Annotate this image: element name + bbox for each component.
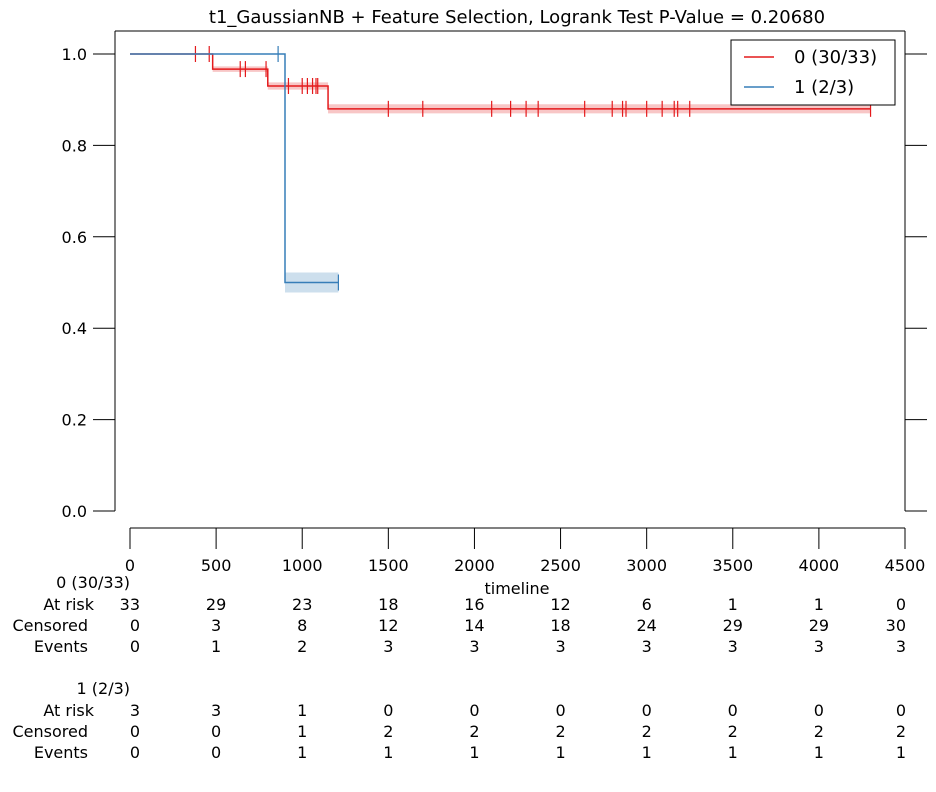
row-label: Censored	[12, 722, 88, 741]
table-cell: 2	[727, 722, 738, 741]
table-cell: 3	[129, 701, 140, 720]
table-cell: 3	[727, 637, 738, 656]
series-0-survival-line	[130, 53, 871, 110]
table-cell: 1	[555, 743, 566, 762]
table-cell: 2	[555, 722, 566, 741]
x-tick-label: 3000	[626, 556, 667, 575]
table-cell: 3	[641, 637, 652, 656]
table-cell: 3	[469, 637, 480, 656]
series-1-survival-line	[130, 53, 339, 284]
table-cell: 18	[550, 616, 571, 635]
table-cell: 29	[808, 616, 830, 635]
x-tick-label: 500	[201, 556, 232, 575]
table-cell: 0	[129, 616, 140, 635]
table-cell: 33	[119, 595, 140, 614]
table-cell: 24	[636, 616, 657, 635]
table-cell: 0	[641, 701, 652, 720]
x-axis-label: timeline	[484, 579, 549, 598]
table-cell: 2	[813, 722, 824, 741]
y-tick-label: 0.6	[62, 228, 87, 247]
table-cell: 18	[378, 595, 399, 614]
x-tick-label: 2500	[540, 556, 581, 575]
table-cell: 2	[383, 722, 394, 741]
table-cell: 0	[813, 701, 824, 720]
x-tick-label: 4500	[885, 556, 926, 575]
table-cell: 2	[895, 722, 906, 741]
x-tick-label: 1500	[368, 556, 409, 575]
table-cell: 16	[464, 595, 485, 614]
table-cell: 0	[895, 701, 906, 720]
table-cell: 3	[383, 637, 394, 656]
y-tick-label: 0.0	[62, 502, 87, 521]
table-cell: 1	[297, 701, 308, 720]
table-cell: 1	[383, 743, 394, 762]
table-cell: 1	[727, 743, 738, 762]
row-label: Censored	[12, 616, 88, 635]
table-cell: 1	[727, 595, 738, 614]
legend-label: 1 (2/3)	[794, 77, 854, 98]
table-cell: 2	[469, 722, 480, 741]
chart-title: t1_GaussianNB + Feature Selection, Logra…	[209, 7, 825, 28]
y-tick-label: 0.8	[62, 136, 87, 155]
table-cell: 3	[813, 637, 824, 656]
table-cell: 1	[895, 743, 906, 762]
legend: 0 (30/33) 1 (2/3)	[730, 39, 896, 106]
table-cell: 14	[464, 616, 485, 635]
table-cell: 1	[813, 743, 824, 762]
table-cell: 3	[211, 616, 222, 635]
table-cell: 2	[297, 637, 308, 656]
x-tick-label: 1000	[282, 556, 323, 575]
table-cell: 0	[129, 722, 140, 741]
y-tick-label: 1.0	[62, 45, 87, 64]
table-cell: 8	[297, 616, 308, 635]
table-cell: 0	[211, 722, 222, 741]
y-tick-label: 0.2	[62, 411, 87, 430]
table-cell: 29	[205, 595, 227, 614]
table-cell: 3	[555, 637, 566, 656]
group-header: 1 (2/3)	[76, 679, 131, 698]
x-tick-label: 2000	[454, 556, 495, 575]
series-0-ci-band	[130, 54, 871, 114]
legend-label: 0 (30/33)	[794, 47, 877, 68]
table-cell: 1	[813, 595, 824, 614]
table-cell: 0	[383, 701, 394, 720]
table-cell: 0	[129, 743, 140, 762]
table-cell: 23	[292, 595, 313, 614]
table-cell: 1	[211, 637, 222, 656]
table-cell: 2	[641, 722, 652, 741]
table-cell: 3	[211, 701, 222, 720]
table-cell: 0	[895, 595, 906, 614]
table-cell: 12	[550, 595, 571, 614]
x-tick-label: 3500	[712, 556, 753, 575]
table-cell: 1	[297, 722, 308, 741]
table-cell: 6	[641, 595, 652, 614]
table-cell: 0	[469, 701, 480, 720]
x-tick-label: 4000	[799, 556, 840, 575]
table-cell: 29	[722, 616, 743, 635]
table-cell: 1	[469, 743, 480, 762]
table-cell: 30	[885, 616, 906, 635]
legend-box	[730, 39, 896, 106]
table-cell: 1	[641, 743, 652, 762]
table-cell: 0	[129, 637, 140, 656]
axes: 0.0 0.2 0.4 0.6 0.8 1.0 0 500 1000 1500 2000 2500 30…	[62, 30, 927, 575]
table-cell: 0	[727, 701, 738, 720]
x-tick-label: 0	[125, 556, 135, 575]
row-label: Events	[33, 637, 88, 656]
group-header: 0 (30/33)	[56, 573, 130, 592]
plot-area	[130, 46, 872, 293]
row-label: At risk	[43, 701, 94, 720]
row-label: At risk	[43, 595, 94, 614]
table-cell: 3	[895, 637, 906, 656]
table-cell: 12	[378, 616, 399, 635]
table-cell: 1	[297, 743, 308, 762]
table-cell: 0	[555, 701, 566, 720]
row-label: Events	[33, 743, 88, 762]
y-tick-label: 0.4	[62, 319, 87, 338]
table-cell: 0	[211, 743, 222, 762]
